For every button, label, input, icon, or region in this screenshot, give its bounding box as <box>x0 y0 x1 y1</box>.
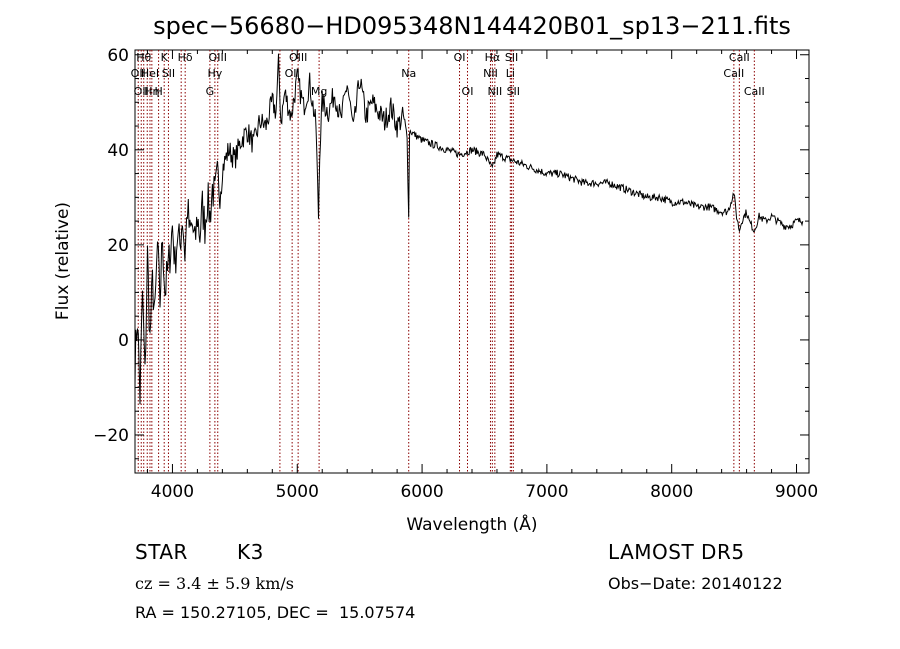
line-marker-label: OIII <box>209 51 227 64</box>
line-marker-label: Hα <box>485 51 501 64</box>
x-tick-label: 5000 <box>276 482 319 502</box>
y-tick-label: −20 <box>93 426 129 446</box>
y-tick-label: 0 <box>118 331 129 351</box>
line-marker-label: Mg <box>311 85 327 98</box>
x-axis-ticks: 4000 5000 6000 7000 8000 9000 <box>146 50 818 502</box>
x-tick-label: 9000 <box>775 482 818 502</box>
plot-frame <box>134 49 810 474</box>
line-marker-label: SII <box>505 51 518 64</box>
y-axis-label: Flux (relative) <box>53 202 73 320</box>
survey-name: LAMOST DR5 <box>608 540 745 564</box>
y-tick-label: 20 <box>107 236 129 256</box>
line-markers <box>137 50 755 473</box>
line-marker-label: K <box>161 51 169 64</box>
line-marker-label: CaII <box>723 67 744 80</box>
line-marker-label: SII <box>162 67 175 80</box>
coordinates-readout: RA = 150.27105, DEC = 15.07574 <box>135 603 416 622</box>
y-tick-label: 40 <box>107 141 129 161</box>
x-tick-label: 8000 <box>650 482 693 502</box>
line-marker-label: OIII <box>289 51 307 64</box>
line-marker-label: NII <box>483 67 498 80</box>
line-marker-label: Li <box>506 67 515 80</box>
line-marker-label: Hη <box>144 85 159 98</box>
line-marker-label: CaII <box>729 51 750 64</box>
line-marker-label: HeI <box>141 67 159 80</box>
line-marker-label: CaII <box>744 85 765 98</box>
y-axis-ticks: −20 0 20 40 60 <box>93 46 809 460</box>
y-tick-label: 60 <box>107 46 129 66</box>
observation-date: Obs−Date: 20140122 <box>608 574 783 593</box>
line-marker-labels: OIIOIIHθHeIHηHKSIIHδGHγOIIIOIIOIIIMgNaOI… <box>131 51 765 98</box>
x-tick-label: 6000 <box>400 482 443 502</box>
line-marker-label: SII <box>507 85 520 98</box>
redshift-readout: cz = 3.4 ± 5.9 km/s <box>135 574 294 593</box>
line-marker-label: OI <box>462 85 474 98</box>
object-subclass: K3 <box>237 540 264 564</box>
x-tick-label: 7000 <box>525 482 568 502</box>
spectrum-line <box>134 53 804 405</box>
x-tick-label: 4000 <box>151 482 194 502</box>
line-marker-label: NII <box>487 85 502 98</box>
line-marker-label: Hδ <box>178 51 193 64</box>
line-marker-label: G <box>206 85 215 98</box>
line-marker-label: Hθ <box>136 51 151 64</box>
object-class: STAR <box>135 540 188 564</box>
line-marker-label: OII <box>131 67 146 80</box>
x-axis-label: Wavelength (Å) <box>406 513 537 535</box>
line-marker-label: H <box>154 85 162 98</box>
line-marker-label: Na <box>401 67 416 80</box>
chart-title: spec−56680−HD095348N144420B01_sp13−211.f… <box>153 12 791 40</box>
line-marker-label: OI <box>454 51 466 64</box>
line-marker-label: OII <box>134 85 149 98</box>
line-marker-label: Hγ <box>207 67 222 80</box>
